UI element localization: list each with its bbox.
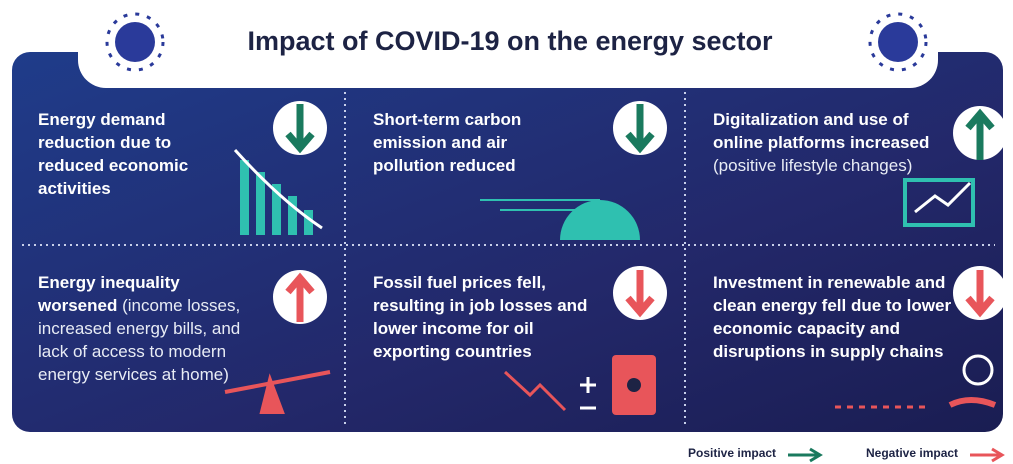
panel: Energy inequality worsened (income losse… (38, 271, 263, 386)
background (0, 0, 1013, 464)
legend-label: Positive impact (688, 446, 776, 460)
panel: Digitalization and use of online platfor… (713, 108, 933, 177)
title: Impact of COVID-19 on the energy sector (190, 26, 830, 57)
panel: Investment in renewable and clean energy… (713, 271, 953, 363)
panel: Short-term carbon emission and air pollu… (373, 108, 573, 177)
panel-bold: Short-term carbon emission and air pollu… (373, 110, 521, 175)
panel: Fossil fuel prices fell, resulting in jo… (373, 271, 613, 363)
panel: Energy demand reduction due to reduced e… (38, 108, 238, 200)
panel-bold: Digitalization and use of online platfor… (713, 110, 929, 152)
panel-text: (positive lifestyle changes) (713, 156, 912, 175)
panel-bold: Energy demand reduction due to reduced e… (38, 110, 188, 198)
panel-bold: Investment in renewable and clean energy… (713, 273, 951, 361)
panel-bold: Fossil fuel prices fell, resulting in jo… (373, 273, 587, 361)
infographic: Impact of COVID-19 on the energy sector … (0, 0, 1013, 464)
legend-label: Negative impact (866, 446, 958, 460)
